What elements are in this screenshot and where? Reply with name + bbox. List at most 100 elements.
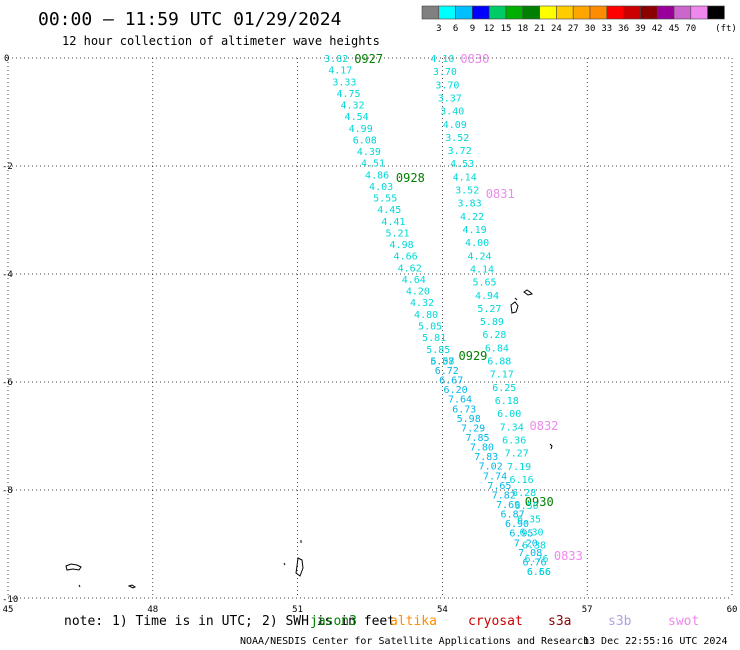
color-legend: 3 6 9 12 15 18 21 24 27 30 33 36 39 42 45 70 (ft) — [421, 5, 737, 34]
wave-height-label: 4.17 — [328, 66, 352, 77]
time-label: 0833 — [554, 549, 583, 563]
legend-swatch — [707, 5, 725, 20]
altimeter-tracks: 3.824.173.334.754.324.544.996.084.394.51… — [324, 52, 583, 578]
wave-height-label: 7.85 — [465, 433, 489, 444]
legend-swatch — [488, 5, 507, 20]
wave-height-label: 6.56 — [527, 567, 551, 578]
legend-swatch — [572, 5, 591, 20]
wave-height-label: 7.34 — [500, 422, 524, 433]
legend-swatch — [472, 5, 490, 20]
wave-height-label: 4.86 — [365, 170, 389, 181]
wave-height-label: 4.64 — [402, 275, 426, 286]
wave-height-label: 6.35 — [517, 514, 541, 525]
wave-height-label: 4.10 — [430, 54, 454, 65]
wave-height-label: 7.83 — [474, 452, 498, 463]
wave-height-label: 3.82 — [324, 54, 348, 65]
legend-label: 15 — [501, 24, 512, 34]
legend-label: 45 — [669, 24, 680, 34]
chart-title: 00:00 – 11:59 UTC 01/29/2024 — [38, 9, 341, 30]
wave-height-label: 4.41 — [381, 217, 405, 228]
wave-height-label: 7.17 — [490, 370, 514, 381]
wave-height-label: 4.53 — [450, 159, 474, 170]
wave-height-label: 6.90 — [505, 519, 529, 530]
wave-height-label: 6.50 — [515, 501, 539, 512]
time-label: 0928 — [396, 171, 425, 185]
legend-label: 9 — [470, 24, 475, 34]
y-tick-label: 0 — [4, 54, 9, 64]
legend-label: 18 — [517, 24, 528, 34]
island-outline — [514, 297, 518, 301]
legend-swatch — [505, 5, 524, 20]
x-tick-label: 54 — [437, 605, 448, 615]
grid-lines — [7, 57, 733, 599]
satellite-altika-label: altika — [390, 614, 437, 629]
wave-height-label: 4.66 — [394, 252, 418, 263]
wave-height-label: 5.81 — [422, 333, 446, 344]
legend-swatch — [690, 5, 708, 20]
wave-height-label: 4.20 — [406, 287, 430, 298]
legend-label: 12 — [484, 24, 495, 34]
legend-swatch — [522, 5, 540, 20]
wave-height-label: 5.21 — [385, 229, 409, 240]
wave-height-label: 5.65 — [472, 278, 496, 289]
legend-label: 33 — [601, 24, 612, 34]
wave-height-label: 7.69 — [496, 500, 520, 511]
wave-height-label: 3.72 — [448, 146, 472, 157]
wave-height-label: 4.32 — [340, 101, 364, 112]
wave-height-label: 4.99 — [349, 124, 373, 135]
wave-height-label: 3.37 — [438, 94, 462, 105]
legend-swatch — [656, 5, 675, 20]
satellite-swot-label: swot — [668, 614, 699, 629]
island-outline — [295, 557, 304, 577]
wave-height-label: 6.66 — [527, 567, 551, 578]
wave-height-label: 6.16 — [510, 475, 534, 486]
time-label: 0832 — [530, 419, 559, 433]
wave-height-label: 7.65 — [487, 481, 511, 492]
wave-height-label: 4.24 — [467, 251, 491, 262]
wave-height-label: 6.30 — [519, 528, 543, 539]
wave-height-label: 4.19 — [463, 225, 487, 236]
legend-label: 36 — [618, 24, 629, 34]
x-tick-label: 51 — [292, 605, 303, 615]
wave-height-label: 4.54 — [345, 112, 369, 123]
credit-text: NOAA/NESDIS Center for Satellite Applica… — [240, 636, 589, 647]
wave-height-label: 6.67 — [439, 376, 463, 387]
legend-label: 3 — [436, 24, 441, 34]
wave-height-label: 3.52 — [445, 133, 469, 144]
wave-height-label: 4.51 — [361, 159, 385, 170]
wave-height-label: 5.89 — [480, 317, 504, 328]
island-outline — [283, 562, 286, 566]
legend-swatch — [623, 5, 641, 20]
time-label: 0929 — [459, 349, 488, 363]
wave-height-label: 5.57 — [430, 356, 454, 367]
legend-label: 6 — [453, 24, 458, 34]
wave-height-label: 4.45 — [377, 205, 401, 216]
time-label: 0831 — [486, 187, 515, 201]
satellite-s3a-label: s3a — [548, 614, 571, 629]
satellite-cryosat-label: cryosat — [468, 614, 523, 629]
wave-height-label: 7.29 — [461, 423, 485, 434]
plot-area: 45 48 51 54 57 60 0 -2 -4 -6 -8 -10 3.824.173.334.7… — [2, 52, 737, 615]
wave-height-label: 4.14 — [453, 172, 477, 183]
wave-height-label: 5.05 — [418, 322, 442, 333]
legend-swatch — [438, 5, 456, 20]
wave-height-label: 4.75 — [336, 89, 360, 100]
wave-height-label: 4.94 — [475, 291, 499, 302]
note-swh: 2) SWH is in feet — [262, 614, 395, 629]
wave-height-label: 3.52 — [455, 186, 479, 197]
legend-unit: (ft) — [715, 24, 737, 34]
island-outline — [78, 584, 81, 588]
legend-label: 24 — [551, 24, 562, 34]
wave-height-label: 4.03 — [369, 182, 393, 193]
legend-swatch — [589, 5, 608, 20]
wave-height-label: 6.72 — [435, 366, 459, 377]
island-outline — [65, 563, 82, 571]
x-tick-label: 57 — [582, 605, 593, 615]
timestamp-text: 13 Dec 22:55:16 UTC 2024 — [583, 636, 728, 647]
wave-height-label: 6.00 — [497, 409, 521, 420]
wave-height-label: 4.09 — [443, 120, 467, 131]
land-outlines — [65, 289, 553, 589]
wave-height-label: 4.98 — [390, 240, 414, 251]
wave-height-label: 6.20 — [444, 385, 468, 396]
